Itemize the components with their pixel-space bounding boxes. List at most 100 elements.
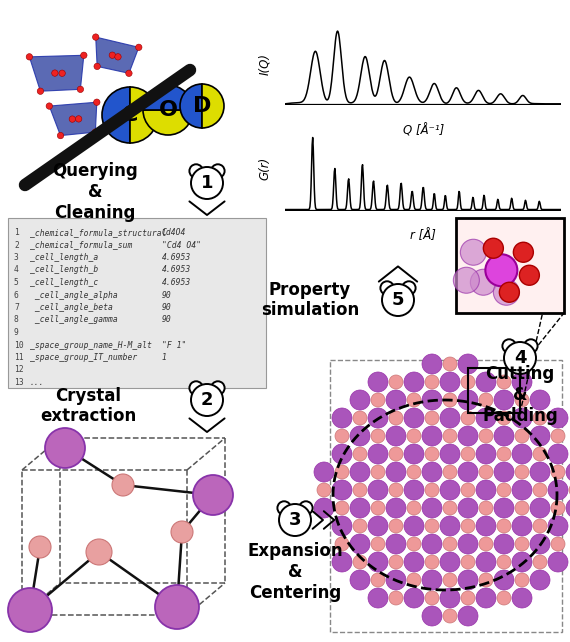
Circle shape: [458, 606, 478, 626]
Circle shape: [386, 570, 406, 590]
Circle shape: [479, 501, 493, 515]
Circle shape: [512, 444, 532, 464]
Circle shape: [93, 99, 100, 105]
Circle shape: [422, 354, 442, 374]
Circle shape: [458, 462, 478, 482]
Text: _cell_length_c: _cell_length_c: [30, 278, 98, 287]
Circle shape: [443, 465, 457, 479]
Circle shape: [368, 408, 388, 428]
Circle shape: [37, 88, 44, 94]
Circle shape: [386, 534, 406, 554]
Circle shape: [92, 34, 99, 40]
Text: _space_group_IT_number: _space_group_IT_number: [30, 353, 137, 362]
Text: 12: 12: [14, 365, 24, 374]
Circle shape: [461, 519, 475, 533]
Circle shape: [382, 284, 414, 316]
Circle shape: [389, 555, 403, 569]
Circle shape: [332, 444, 352, 464]
Circle shape: [440, 516, 460, 536]
Circle shape: [189, 164, 203, 178]
Text: Expansion
&
Centering: Expansion & Centering: [247, 542, 343, 602]
Circle shape: [126, 70, 132, 76]
Circle shape: [45, 428, 85, 468]
Circle shape: [371, 501, 385, 515]
Circle shape: [77, 86, 84, 92]
Circle shape: [59, 70, 66, 76]
Circle shape: [453, 267, 479, 293]
Circle shape: [548, 480, 568, 500]
Circle shape: [350, 570, 370, 590]
Circle shape: [533, 411, 547, 425]
Circle shape: [404, 552, 424, 572]
Circle shape: [368, 516, 388, 536]
Text: 10: 10: [14, 340, 24, 349]
Circle shape: [476, 372, 496, 392]
Circle shape: [533, 519, 547, 533]
Circle shape: [422, 606, 442, 626]
Circle shape: [335, 501, 349, 515]
Text: 4: 4: [14, 266, 19, 275]
Circle shape: [368, 588, 388, 608]
Text: 2: 2: [14, 241, 19, 250]
Text: 3: 3: [14, 253, 19, 262]
Circle shape: [314, 498, 334, 518]
Polygon shape: [30, 55, 84, 91]
Circle shape: [443, 501, 457, 515]
Text: ...: ...: [30, 378, 44, 387]
Text: _cell_angle_beta: _cell_angle_beta: [30, 303, 113, 312]
Circle shape: [494, 279, 519, 305]
Bar: [468, 368, 520, 413]
Circle shape: [80, 52, 87, 58]
Circle shape: [75, 116, 82, 122]
Circle shape: [479, 537, 493, 551]
Circle shape: [524, 339, 538, 352]
Text: _cell_length_b: _cell_length_b: [30, 266, 98, 275]
Circle shape: [332, 480, 352, 500]
Circle shape: [389, 591, 403, 605]
Circle shape: [479, 429, 493, 443]
Circle shape: [350, 390, 370, 410]
Circle shape: [350, 462, 370, 482]
Circle shape: [136, 44, 142, 51]
Text: 4.6953: 4.6953: [162, 253, 192, 262]
Text: I(Q): I(Q): [258, 53, 271, 74]
Circle shape: [314, 462, 334, 482]
Circle shape: [368, 372, 388, 392]
Circle shape: [494, 462, 514, 482]
Circle shape: [483, 238, 503, 258]
Text: Cutting
&
Padding: Cutting & Padding: [482, 365, 558, 425]
Circle shape: [389, 411, 403, 425]
Text: 1: 1: [162, 353, 167, 362]
Circle shape: [109, 52, 116, 58]
Circle shape: [422, 498, 442, 518]
Circle shape: [461, 555, 475, 569]
Circle shape: [353, 447, 367, 461]
Circle shape: [461, 483, 475, 497]
Circle shape: [494, 498, 514, 518]
Circle shape: [512, 408, 532, 428]
Circle shape: [458, 534, 478, 554]
Circle shape: [476, 444, 496, 464]
Circle shape: [407, 465, 421, 479]
Circle shape: [551, 429, 565, 443]
Text: Property
simulation: Property simulation: [261, 281, 359, 320]
Circle shape: [461, 411, 475, 425]
Circle shape: [497, 447, 511, 461]
Circle shape: [425, 411, 439, 425]
Circle shape: [497, 591, 511, 605]
Circle shape: [476, 552, 496, 572]
Circle shape: [425, 591, 439, 605]
Circle shape: [470, 269, 496, 295]
Circle shape: [368, 552, 388, 572]
Text: C: C: [122, 105, 138, 125]
Text: 6: 6: [14, 290, 19, 300]
Circle shape: [512, 516, 532, 536]
Circle shape: [407, 573, 421, 587]
Circle shape: [191, 167, 223, 199]
Circle shape: [371, 393, 385, 407]
Circle shape: [29, 536, 51, 558]
Text: O: O: [158, 100, 177, 120]
Bar: [456, 218, 564, 313]
Circle shape: [515, 465, 529, 479]
Polygon shape: [49, 102, 97, 135]
